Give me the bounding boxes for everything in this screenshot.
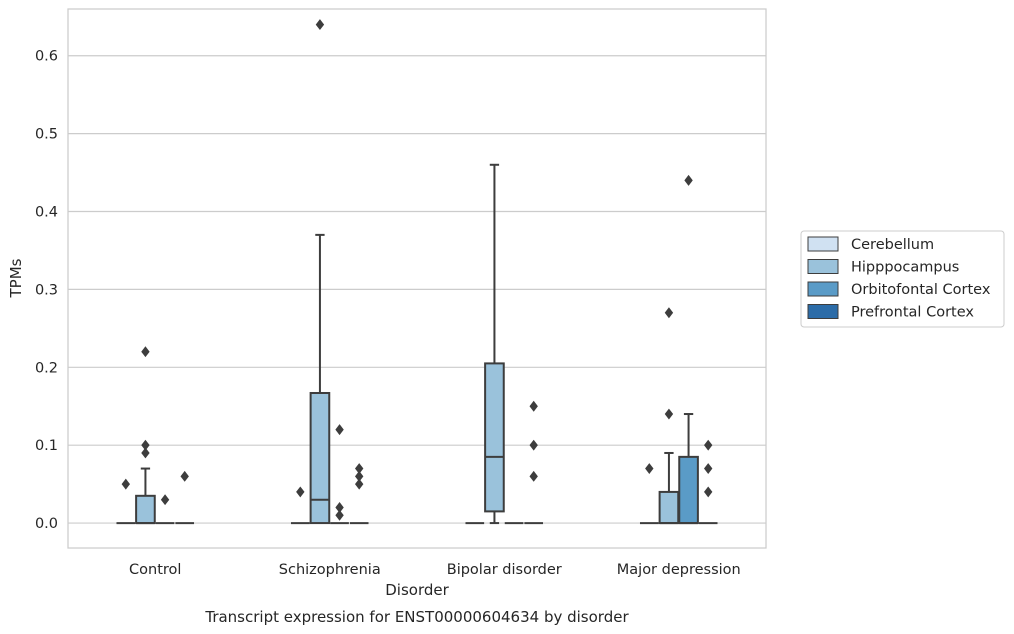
outlier-point <box>703 439 713 451</box>
y-tick-label: 0.4 <box>35 205 58 221</box>
box-0 <box>155 494 175 525</box>
grid-lines <box>68 55 766 524</box>
x-axis-ticks: Control Schizophrenia Bipolar disorder Majo… <box>129 562 741 578</box>
outlier-point <box>354 478 364 490</box>
box-1 <box>330 424 349 525</box>
outlier-point <box>141 447 150 459</box>
box-body <box>658 490 680 525</box>
outlier-point <box>529 400 538 412</box>
box-0 <box>135 346 156 525</box>
x-tick-label: Bipolar disorder <box>447 562 562 578</box>
outlier-point <box>645 463 654 475</box>
y-axis-label: TPMs <box>7 258 25 298</box>
x-tick-label: Major depression <box>617 562 741 578</box>
outlier-point <box>141 346 150 358</box>
x-tick-label: Control <box>129 562 181 578</box>
chart-title: Transcript expression for ENST0000060463… <box>204 608 629 626</box>
outlier-point <box>664 408 674 420</box>
legend-swatch <box>807 304 839 319</box>
outlier-point <box>684 174 693 186</box>
box-body <box>678 455 699 525</box>
box-2 <box>484 163 505 525</box>
legend-swatch <box>807 259 839 274</box>
plot-background <box>68 9 766 548</box>
y-tick-label: 0.5 <box>35 127 58 143</box>
legend-frame <box>800 230 1005 328</box>
outlier-point <box>160 494 170 506</box>
box-1 <box>349 463 369 525</box>
legend-label: Prefrontal Cortex <box>851 305 974 321</box>
y-tick-label: 0.1 <box>35 438 58 454</box>
box-1 <box>309 19 331 525</box>
outlier-point <box>335 509 344 521</box>
series-hipppocampus <box>135 19 680 525</box>
x-axis-label: Disorder <box>385 581 449 599</box>
outlier-point <box>354 470 364 482</box>
legend-swatch <box>807 281 839 297</box>
series-orbitofontal-cortex <box>155 174 699 525</box>
plot-frame <box>67 8 767 549</box>
legend-label: Orbitofontal Cortex <box>851 282 991 298</box>
outlier-point <box>335 502 344 513</box>
legend: Cerebellum Hipppocampus Orbitofontal Corte… <box>800 230 1005 328</box>
y-tick-label: 0.3 <box>35 282 58 298</box>
y-tick-label: 0.6 <box>35 49 58 65</box>
box-0 <box>116 478 136 525</box>
box-3 <box>698 439 718 525</box>
box-series <box>116 19 718 525</box>
series-cerebellum <box>116 463 659 525</box>
outlier-point <box>335 424 344 436</box>
box-body <box>135 494 156 525</box>
box-body <box>484 362 505 513</box>
box-3 <box>678 174 699 525</box>
box-0 <box>175 470 195 525</box>
box-3 <box>658 307 680 525</box>
outlier-point <box>529 470 538 482</box>
y-tick-label: 0.2 <box>35 360 58 376</box>
outlier-point <box>315 19 325 31</box>
outlier-point <box>703 463 713 475</box>
outlier-point <box>529 439 538 451</box>
box-2 <box>524 400 544 525</box>
legend-swatch <box>807 236 839 252</box>
y-tick-label: 0.0 <box>35 516 58 532</box>
y-axis-ticks: 0.0 0.1 0.2 0.3 0.4 0.5 0.6 <box>35 49 58 532</box>
outlier-point <box>180 470 189 482</box>
outlier-point <box>664 307 674 319</box>
box-body <box>309 391 331 525</box>
box-3 <box>639 463 659 525</box>
box-1 <box>290 486 310 525</box>
outlier-point <box>354 463 364 475</box>
outlier-point <box>121 478 131 490</box>
outlier-point <box>296 486 305 498</box>
legend-label: Hipppocampus <box>851 260 959 276</box>
x-tick-label: Schizophrenia <box>279 562 381 578</box>
outlier-point <box>703 486 713 498</box>
legend-label: Cerebellum <box>851 237 934 253</box>
series-prefrontal-cortex <box>175 400 718 525</box>
outlier-point <box>141 439 150 451</box>
